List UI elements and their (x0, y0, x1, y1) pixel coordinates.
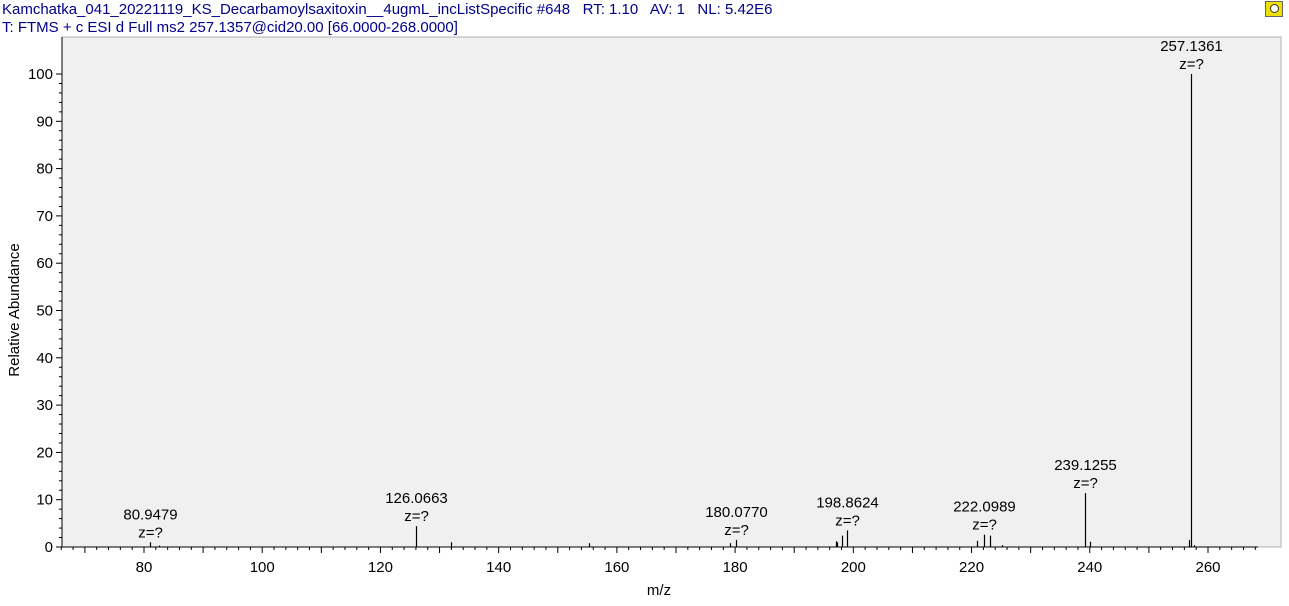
x-axis-label: m/z (647, 582, 671, 599)
peak-label: 80.9479 (123, 506, 177, 523)
y-tick-label: 80 (36, 161, 53, 178)
peak-charge-label: z=? (835, 512, 860, 529)
x-tick-label: 80 (136, 559, 153, 576)
scan-filter: T: FTMS + c ESI d Full ms2 257.1357@cid2… (2, 19, 458, 36)
peak-charge-label: z=? (138, 524, 163, 541)
peak-charge-label: z=? (972, 517, 997, 534)
scan-header: Kamchatka_041_20221119_KS_Decarbamoylsax… (2, 1, 773, 18)
y-tick-label: 40 (36, 350, 53, 367)
peak-charge-label: z=? (724, 522, 749, 539)
peak-charge-label: z=? (1179, 56, 1204, 73)
y-tick-label: 100 (28, 66, 53, 83)
x-tick-label: 260 (1195, 559, 1220, 576)
x-tick-label: 160 (604, 559, 629, 576)
plot-area (61, 36, 1282, 548)
y-tick-label: 60 (36, 255, 53, 272)
peak-charge-label: z=? (404, 508, 429, 525)
y-tick-label: 10 (36, 492, 53, 509)
peak-label: 126.0663 (385, 490, 448, 507)
peak-label: 180.0770 (705, 504, 768, 521)
peak-label: 239.1255 (1054, 457, 1117, 474)
y-tick-label: 30 (36, 397, 53, 414)
peak-label: 222.0989 (953, 499, 1016, 516)
peak-label: 198.8624 (816, 494, 879, 511)
x-tick-label: 140 (486, 559, 511, 576)
x-tick-label: 240 (1077, 559, 1102, 576)
y-tick-label: 20 (36, 444, 53, 461)
x-tick-label: 100 (250, 559, 275, 576)
y-tick-label: 0 (45, 539, 53, 556)
peak-charge-label: z=? (1073, 475, 1098, 492)
pin-icon[interactable] (1265, 1, 1283, 17)
y-tick-label: 50 (36, 303, 53, 320)
x-tick-label: 200 (841, 559, 866, 576)
y-axis-label: Relative Abundance (6, 243, 23, 376)
y-tick-label: 90 (36, 113, 53, 130)
y-tick-label: 70 (36, 208, 53, 225)
x-tick-label: 120 (368, 559, 393, 576)
x-tick-label: 220 (959, 559, 984, 576)
peak-label: 257.1361 (1160, 38, 1223, 55)
x-tick-label: 180 (723, 559, 748, 576)
